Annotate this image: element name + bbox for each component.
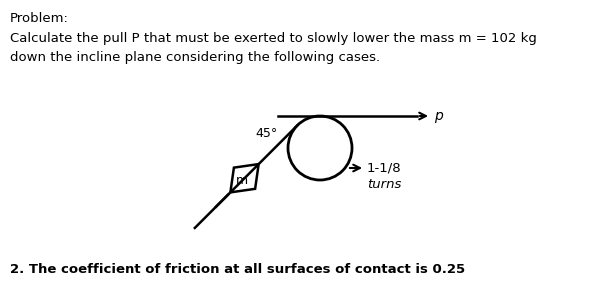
Text: 1-1/8: 1-1/8 [367,162,401,175]
Text: turns: turns [367,179,401,192]
Text: Calculate the pull P that must be exerted to slowly lower the mass m = 102 kg
do: Calculate the pull P that must be exerte… [10,32,537,64]
Text: 2. The coefficient of friction at all surfaces of contact is 0.25: 2. The coefficient of friction at all su… [10,263,465,276]
Text: p: p [434,109,443,123]
Text: 45°: 45° [255,127,278,140]
Text: Problem:: Problem: [10,12,69,25]
Text: m: m [236,174,248,187]
